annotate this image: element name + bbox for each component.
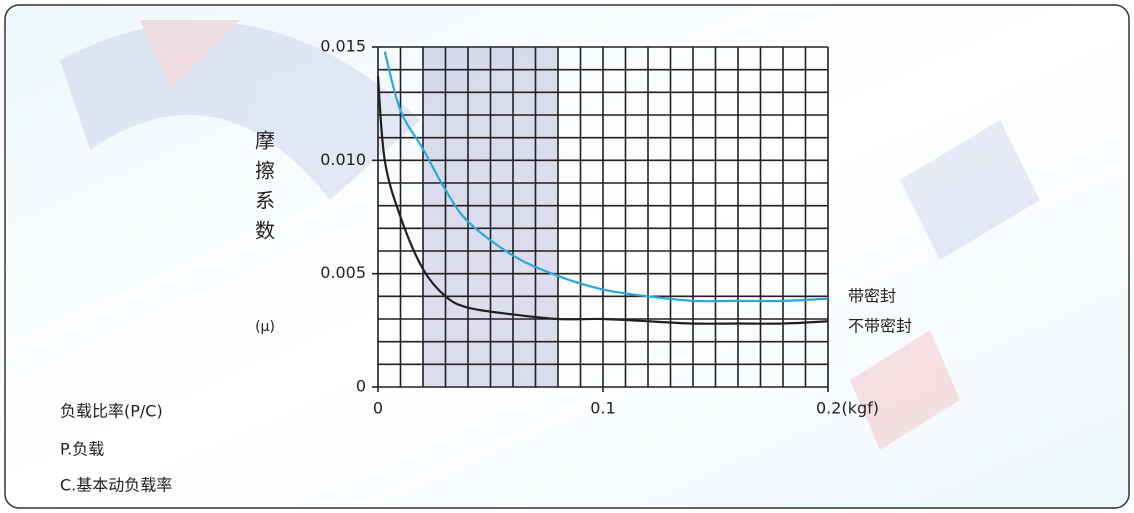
x-tick-label: 0.1 xyxy=(590,399,615,418)
x-tick-label: 0 xyxy=(373,399,383,418)
note: P.负载 xyxy=(60,440,104,459)
y-tick-label: 0.005 xyxy=(320,263,366,282)
x-tick-label: 0.2(kgf) xyxy=(816,399,879,418)
legend-label: 带密封 xyxy=(848,287,896,306)
legend-label: 不带密封 xyxy=(848,317,912,336)
y-tick-label: 0 xyxy=(356,377,366,396)
note: 负载比率(P/C) xyxy=(60,402,163,421)
note: C.基本动负载率 xyxy=(60,476,172,495)
y-axis-label: 摩擦系数 xyxy=(252,130,276,250)
y-tick-label: 0.010 xyxy=(320,150,366,169)
y-unit: (μ) xyxy=(255,319,275,335)
chart: 摩擦系数 (μ) 负载比率(P/C) P.负载 C.基本动负载率 0 0.005 0… xyxy=(0,0,1134,513)
y-tick-label: 0.015 xyxy=(320,37,366,56)
